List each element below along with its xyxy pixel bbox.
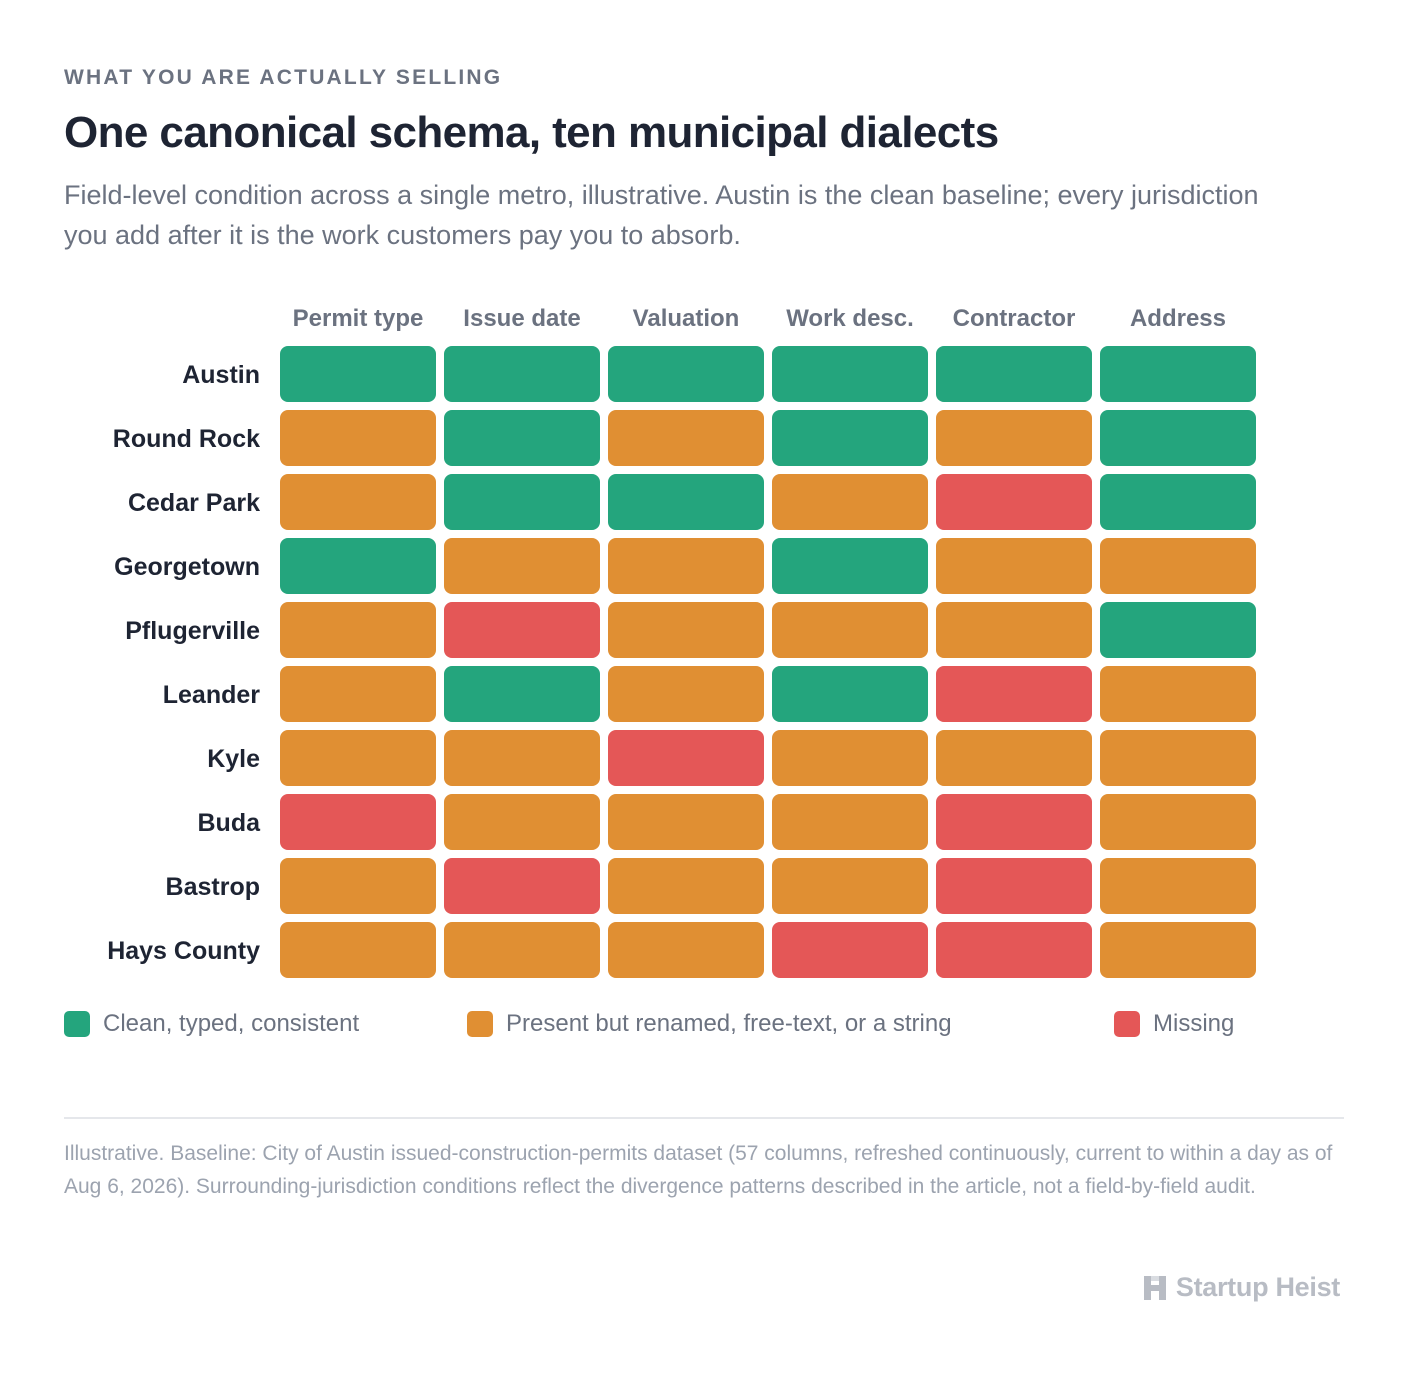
cell-cedar-park-permit-type xyxy=(280,474,436,530)
legend-swatch-missing xyxy=(1114,1011,1140,1037)
cell-round-rock-contractor xyxy=(936,410,1092,466)
cell-kyle-issue-date xyxy=(444,730,600,786)
cell-hays-county-address xyxy=(1100,922,1256,978)
h-logo-icon xyxy=(1143,1275,1166,1300)
legend-swatch-clean xyxy=(64,1011,90,1037)
legend-label-present: Present but renamed, free-text, or a str… xyxy=(506,1010,952,1037)
cell-cedar-park-address xyxy=(1100,474,1256,530)
cell-kyle-valuation xyxy=(608,730,764,786)
cell-bastrop-issue-date xyxy=(444,858,600,914)
eyebrow: WHAT YOU ARE ACTUALLY SELLING xyxy=(64,66,503,89)
cell-round-rock-valuation xyxy=(608,410,764,466)
row-label-round-rock: Round Rock xyxy=(113,425,260,453)
column-label-address: Address xyxy=(1130,305,1226,332)
heatmap-cells xyxy=(280,346,1256,978)
cell-austin-work-desc xyxy=(772,346,928,402)
row-labels: Austin Round Rock Cedar Park Georgetown Pflu… xyxy=(107,361,261,965)
cell-georgetown-valuation xyxy=(608,538,764,594)
cell-leander-contractor xyxy=(936,666,1092,722)
legend-item-missing: Missing xyxy=(1114,1008,1234,1040)
cell-georgetown-permit-type xyxy=(280,538,436,594)
cell-bastrop-address xyxy=(1100,858,1256,914)
cell-pflugerville-contractor xyxy=(936,602,1092,658)
cell-hays-county-work-desc xyxy=(772,922,928,978)
legend-item-present: Present but renamed, free-text, or a str… xyxy=(467,1008,952,1040)
cell-austin-contractor xyxy=(936,346,1092,402)
cell-leander-address xyxy=(1100,666,1256,722)
cell-kyle-work-desc xyxy=(772,730,928,786)
cell-round-rock-address xyxy=(1100,410,1256,466)
column-label-issue-date: Issue date xyxy=(463,305,580,332)
cell-round-rock-permit-type xyxy=(280,410,436,466)
legend-label-missing: Missing xyxy=(1153,1010,1235,1037)
brand-name: Startup Heist xyxy=(1175,1272,1340,1302)
cell-cedar-park-issue-date xyxy=(444,474,600,530)
row-label-austin: Austin xyxy=(182,361,260,389)
legend-item-clean: Clean, typed, consistent xyxy=(64,1008,359,1040)
cell-round-rock-issue-date xyxy=(444,410,600,466)
cell-austin-permit-type xyxy=(280,346,436,402)
cell-georgetown-issue-date xyxy=(444,538,600,594)
cell-buda-permit-type xyxy=(280,794,436,850)
cell-austin-address xyxy=(1100,346,1256,402)
cell-bastrop-valuation xyxy=(608,858,764,914)
page-title: One canonical schema, ten municipal dial… xyxy=(64,108,999,157)
row-label-georgetown: Georgetown xyxy=(114,553,260,581)
cell-buda-work-desc xyxy=(772,794,928,850)
legend-swatch-present xyxy=(467,1011,493,1037)
cell-leander-issue-date xyxy=(444,666,600,722)
row-label-hays-county: Hays County xyxy=(107,937,260,965)
cell-kyle-address xyxy=(1100,730,1256,786)
column-label-work-desc: Work desc. xyxy=(786,305,914,332)
cell-buda-valuation xyxy=(608,794,764,850)
cell-leander-permit-type xyxy=(280,666,436,722)
cell-buda-address xyxy=(1100,794,1256,850)
cell-leander-work-desc xyxy=(772,666,928,722)
cell-pflugerville-issue-date xyxy=(444,602,600,658)
legend-label-clean: Clean, typed, consistent xyxy=(103,1010,360,1037)
footer-divider xyxy=(64,1117,1344,1119)
row-label-leander: Leander xyxy=(163,681,261,709)
column-label-permit-type: Permit type xyxy=(293,305,424,332)
row-label-kyle: Kyle xyxy=(207,745,260,773)
cell-bastrop-work-desc xyxy=(772,858,928,914)
cell-cedar-park-work-desc xyxy=(772,474,928,530)
row-label-bastrop: Bastrop xyxy=(166,873,260,901)
cell-pflugerville-work-desc xyxy=(772,602,928,658)
cell-bastrop-permit-type xyxy=(280,858,436,914)
row-label-cedar-park: Cedar Park xyxy=(128,489,260,517)
column-label-contractor: Contractor xyxy=(953,305,1076,332)
subtitle: Field-level condition across a single me… xyxy=(64,180,1259,250)
cell-kyle-permit-type xyxy=(280,730,436,786)
row-label-buda: Buda xyxy=(198,809,262,837)
cell-kyle-contractor xyxy=(936,730,1092,786)
heatmap-chart: Permit type Issue date Valuation Work desc.… xyxy=(107,305,1256,978)
cell-pflugerville-permit-type xyxy=(280,602,436,658)
column-labels: Permit type Issue date Valuation Work desc.… xyxy=(293,305,1226,332)
cell-georgetown-work-desc xyxy=(772,538,928,594)
cell-georgetown-contractor xyxy=(936,538,1092,594)
cell-austin-issue-date xyxy=(444,346,600,402)
cell-hays-county-permit-type xyxy=(280,922,436,978)
cell-cedar-park-contractor xyxy=(936,474,1092,530)
cell-pflugerville-valuation xyxy=(608,602,764,658)
cell-leander-valuation xyxy=(608,666,764,722)
cell-buda-issue-date xyxy=(444,794,600,850)
brand: Startup Heist xyxy=(1142,1272,1340,1303)
row-label-pflugerville: Pflugerville xyxy=(125,617,260,645)
footnote: Illustrative. Baseline: City of Austin i… xyxy=(64,1142,1333,1198)
cell-buda-contractor xyxy=(936,794,1092,850)
cell-pflugerville-address xyxy=(1100,602,1256,658)
cell-georgetown-address xyxy=(1100,538,1256,594)
cell-cedar-park-valuation xyxy=(608,474,764,530)
cell-hays-county-valuation xyxy=(608,922,764,978)
cell-hays-county-contractor xyxy=(936,922,1092,978)
cell-round-rock-work-desc xyxy=(772,410,928,466)
column-label-valuation: Valuation xyxy=(633,305,740,332)
cell-austin-valuation xyxy=(608,346,764,402)
cell-bastrop-contractor xyxy=(936,858,1092,914)
cell-hays-county-issue-date xyxy=(444,922,600,978)
